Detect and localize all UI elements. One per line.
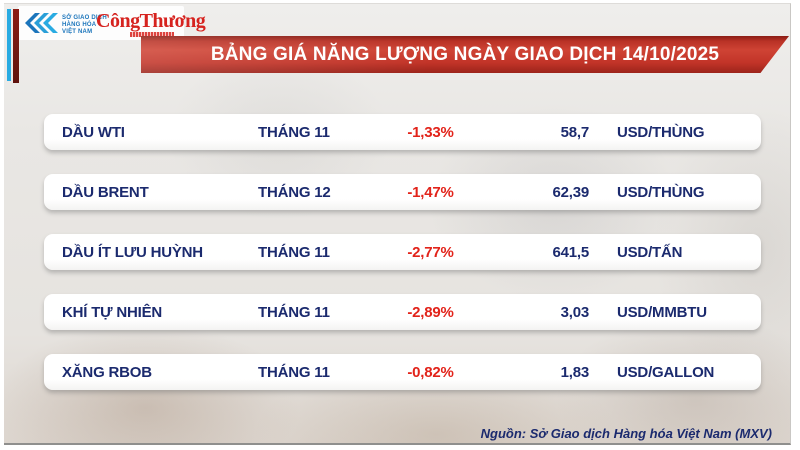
infographic-canvas: SỞ GIAO DỊCH HÀNG HÓA VIỆT NAM CôngThươn… [4,3,791,445]
price-value: 58,7 [560,123,590,141]
price-unit: USD/THÙNG [617,183,705,201]
price-unit: USD/GALLON [617,363,715,381]
price-value: 62,39 [552,183,589,201]
percent-change: -0,82% [407,363,454,381]
contract-month: THÁNG 11 [258,303,330,321]
dark-red-accent-bar [13,9,19,83]
price-value: 1,83 [560,363,590,381]
page-title: BẢNG GIÁ NĂNG LƯỢNG NGÀY GIAO DỊCH 14/10… [210,43,720,65]
table-row: DẦU ÍT LƯU HUỲNH THÁNG 11 -2,77% 641,5 U… [44,234,761,270]
title-banner: BẢNG GIÁ NĂNG LƯỢNG NGÀY GIAO DỊCH 14/10… [141,36,789,73]
commodity-name: DẦU WTI [62,123,125,141]
congthuong-logo-tagline [130,32,174,37]
price-value: 3,03 [560,303,590,321]
commodity-name: KHÍ TỰ NHIÊN [62,303,163,321]
percent-change: -1,47% [407,183,454,201]
table-row: DẦU BRENT THÁNG 12 -1,47% 62,39 USD/THÙN… [44,174,761,210]
mxv-logo: SỞ GIAO DỊCH HÀNG HÓA VIỆT NAM [24,12,107,39]
contract-month: THÁNG 12 [258,183,331,201]
percent-change: -1,33% [407,123,454,141]
contract-month: THÁNG 11 [258,123,330,141]
commodity-name: XĂNG RBOB [62,363,152,381]
commodity-name: DẦU BRENT [62,183,149,201]
congthuong-logo-text: CôngThương [96,10,206,32]
percent-change: -2,77% [407,243,454,261]
congthuong-logo: CôngThương [96,10,206,37]
price-unit: USD/MMBTU [617,303,707,321]
price-value: 641,5 [552,243,589,261]
table-row: XĂNG RBOB THÁNG 11 -0,82% 1,83 USD/GALLO… [44,354,761,390]
mxv-logo-text: SỞ GIAO DỊCH HÀNG HÓA VIỆT NAM [62,15,107,35]
price-unit: USD/TẤN [617,243,683,261]
contract-month: THÁNG 11 [258,363,330,381]
price-unit: USD/THÙNG [617,123,705,141]
contract-month: THÁNG 11 [258,243,330,261]
table-row: KHÍ TỰ NHIÊN THÁNG 11 -2,89% 3,03 USD/MM… [44,294,761,330]
source-credit: Nguồn: Sở Giao dịch Hàng hóa Việt Nam (M… [480,426,772,441]
cyan-accent-bar [7,9,11,81]
table-row: DẦU WTI THÁNG 11 -1,33% 58,7 USD/THÙNG [44,114,761,150]
commodity-name: DẦU ÍT LƯU HUỲNH [62,243,203,261]
percent-change: -2,89% [407,303,454,321]
mxv-chevrons-icon [24,12,58,39]
